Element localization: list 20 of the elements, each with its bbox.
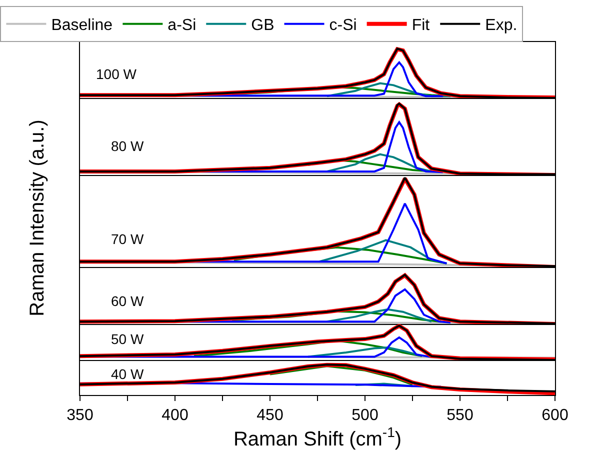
legend-label: Fit (412, 17, 430, 34)
annotation: 60 W (111, 292, 144, 308)
x-tick-label: 550 (446, 406, 474, 424)
legend-label: a-Si (168, 17, 196, 34)
x-axis-title: Raman Shift (cm$^{-1}$) (233, 424, 402, 450)
x-tick-label: 500 (352, 406, 378, 424)
legend-label: Exp. (485, 17, 518, 34)
annotation: 50 W (111, 330, 144, 347)
y-axis-title: Raman Intensity (a.u.) (26, 120, 50, 316)
annotation: 80 W (111, 138, 144, 154)
x-tick-label: 400 (162, 406, 188, 424)
annotation: 100 W (96, 66, 138, 82)
x-tick-label: 450 (256, 406, 284, 424)
x-tick-label: 350 (66, 406, 94, 424)
legend-label: c-Si (329, 17, 357, 34)
x-tick-label: 600 (542, 406, 568, 424)
legend-label: Baseline (51, 17, 113, 34)
annotation: 70 W (111, 231, 144, 248)
legend-label: GB (251, 17, 274, 34)
annotation: 40 W (111, 366, 144, 382)
